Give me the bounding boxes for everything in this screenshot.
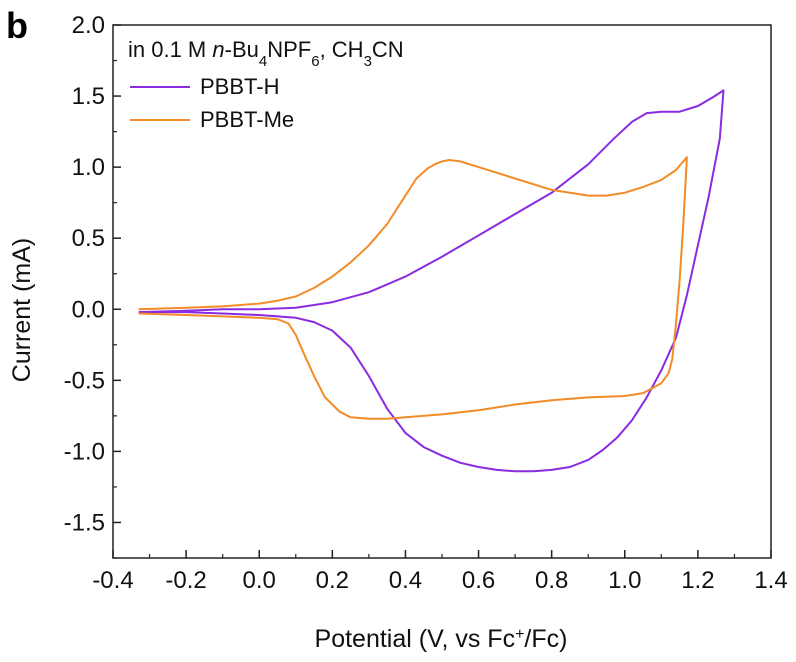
y-axis-label: Current (mA)	[8, 238, 36, 382]
annotation-sub2: 6	[311, 53, 319, 70]
x-tick-label: 1.0	[608, 567, 641, 594]
x-axis-label: Potential (V, vs Fc+/Fc)	[315, 625, 568, 653]
x-tick-label: 1.4	[754, 567, 787, 594]
annotation-part2: NPF	[267, 37, 311, 62]
x-tick-label: 0.4	[389, 567, 422, 594]
x-axis-label-pre: Potential (V, vs Fc	[315, 625, 516, 653]
x-tick-label: 0.0	[243, 567, 276, 594]
y-tick-label: 1.0	[72, 154, 105, 181]
x-axis-label-post: /Fc)	[524, 625, 567, 653]
annotation-prefix: in 0.1 M	[128, 37, 212, 62]
x-tick-label: 0.6	[462, 567, 495, 594]
y-tick-label: -1.0	[64, 438, 105, 465]
y-tick-label: 0.5	[72, 225, 105, 252]
x-tick-label: 1.2	[681, 567, 714, 594]
x-tick-label: 0.2	[316, 567, 349, 594]
x-tick-label: -0.4	[92, 567, 133, 594]
electrolyte-annotation: in 0.1 M n-Bu4NPF6, CH3CN	[128, 37, 404, 70]
y-tick-label: 2.0	[72, 12, 105, 39]
legend: PBBT-H PBBT-Me	[130, 74, 294, 132]
y-tick-label: -0.5	[64, 367, 105, 394]
legend-label-pbbt-me: PBBT-Me	[200, 107, 294, 132]
x-tick-label: -0.2	[165, 567, 206, 594]
annotation-part4: CN	[372, 37, 404, 62]
annotation-italic: n	[212, 37, 224, 62]
panel-label: b	[6, 5, 28, 46]
x-tick-label: 0.8	[535, 567, 568, 594]
series-layer	[138, 89, 725, 473]
y-axis-ticks: -1.5 -1.0 -0.5 0.0 0.5 1.0 1.5 2.0	[64, 12, 121, 559]
annotation-part1: -Bu	[225, 37, 259, 62]
series-line-pbbt-me	[138, 156, 688, 420]
annotation-sub1: 4	[259, 53, 267, 70]
y-tick-label: -1.5	[64, 509, 105, 536]
annotation-sub3: 3	[364, 53, 372, 70]
annotation-part3: , CH	[320, 37, 364, 62]
x-axis-ticks: -0.4 -0.2 0.0 0.2 0.4 0.6 0.8 1.0 1.2 1.4	[92, 550, 788, 594]
series-line-pbbt-h	[138, 89, 725, 473]
y-tick-label: 0.0	[72, 296, 105, 323]
y-tick-label: 1.5	[72, 83, 105, 110]
x-axis-label-sup: +	[515, 626, 524, 643]
legend-label-pbbt-h: PBBT-H	[200, 74, 279, 99]
